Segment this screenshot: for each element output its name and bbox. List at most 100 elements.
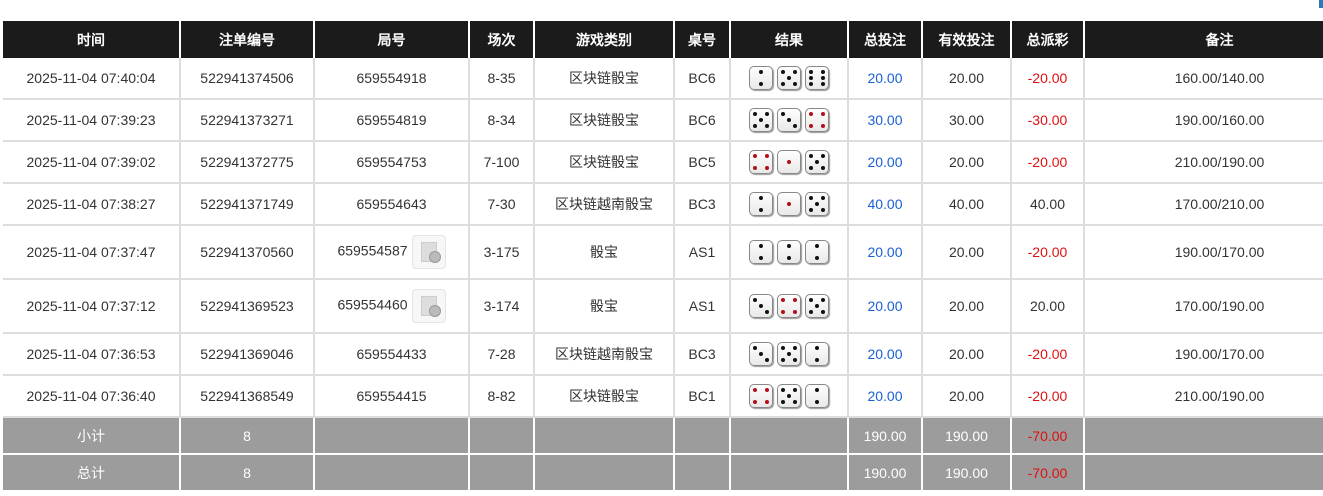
summary-valid-bet: 190.00: [922, 454, 1012, 492]
summary-total-bet: 190.00: [848, 417, 923, 455]
round-number: 659554753: [356, 154, 427, 170]
time-cell: 2025-11-04 07:40:04: [3, 58, 181, 100]
total-bet-cell: 20.00: [848, 333, 923, 376]
table-cell: BC6: [674, 58, 731, 100]
time-cell: 2025-11-04 07:38:27: [3, 183, 181, 226]
table-row: 2025-11-04 07:37:12 522941369523 659554460…: [3, 279, 1323, 334]
dice-4-icon: [749, 150, 773, 174]
video-replay-icon[interactable]: [411, 289, 446, 323]
empty-cell: [534, 417, 675, 455]
dice-5-icon: [805, 192, 829, 216]
total-bet-cell: 20.00: [848, 58, 923, 100]
result-cell: [730, 333, 849, 376]
valid-bet-cell: 20.00: [922, 333, 1012, 376]
time-cell: 2025-11-04 07:39:23: [3, 99, 181, 142]
dice-4-icon: [749, 384, 773, 408]
table-row: 2025-11-04 07:39:02 522941372775 659554753…: [3, 141, 1323, 184]
total-bet-cell: 20.00: [848, 225, 923, 280]
game-type-cell: 区块链骰宝: [534, 141, 675, 184]
game-no-cell: 7-28: [469, 333, 535, 376]
empty-cell: [1084, 417, 1323, 455]
dice-5-icon: [777, 342, 801, 366]
payout-cell: -20.00: [1011, 375, 1085, 418]
game-no-cell: 7-100: [469, 141, 535, 184]
empty-cell: [314, 417, 470, 455]
dice-4-icon: [805, 108, 829, 132]
game-no-cell: 8-82: [469, 375, 535, 418]
valid-bet-cell: 20.00: [922, 375, 1012, 418]
payout-cell: -20.00: [1011, 225, 1085, 280]
dice-1-icon: [777, 192, 801, 216]
dice-3-icon: [749, 342, 773, 366]
summary-row: 总计 8 190.00 190.00 -70.00: [3, 454, 1323, 492]
dice-2-icon: [805, 342, 829, 366]
time-cell: 2025-11-04 07:36:53: [3, 333, 181, 376]
result-cell: [730, 225, 849, 280]
note-cell: 190.00/160.00: [1084, 99, 1323, 142]
dice-3-icon: [749, 294, 773, 318]
video-replay-icon[interactable]: [411, 235, 446, 269]
total-bet-cell: 20.00: [848, 279, 923, 334]
bet-id-cell: 522941368549: [180, 375, 315, 418]
summary-payout: -70.00: [1011, 454, 1085, 492]
round-number: 659554415: [356, 388, 427, 404]
game-type-cell: 区块链越南骰宝: [534, 333, 675, 376]
valid-bet-cell: 30.00: [922, 99, 1012, 142]
total-bet-cell: 20.00: [848, 141, 923, 184]
game-no-cell: 3-175: [469, 225, 535, 280]
valid-bet-cell: 20.00: [922, 141, 1012, 184]
column-header: 总派彩: [1011, 21, 1085, 58]
column-header: 有效投注: [922, 21, 1012, 58]
dice-3-icon: [777, 108, 801, 132]
table-row: 2025-11-04 07:38:27 522941371749 659554643…: [3, 183, 1323, 226]
result-cell: [730, 183, 849, 226]
table-row: 2025-11-04 07:36:53 522941369046 659554433…: [3, 333, 1323, 376]
bet-id-cell: 522941372775: [180, 141, 315, 184]
time-cell: 2025-11-04 07:36:40: [3, 375, 181, 418]
game-type-cell: 骰宝: [534, 225, 675, 280]
summary-row: 小计 8 190.00 190.00 -70.00: [3, 417, 1323, 455]
column-header: 备注: [1084, 21, 1323, 58]
summary-valid-bet: 190.00: [922, 417, 1012, 455]
round-cell: 659554918: [314, 58, 470, 100]
column-header: 游戏类别: [534, 21, 675, 58]
valid-bet-cell: 20.00: [922, 279, 1012, 334]
table-cell: AS1: [674, 225, 731, 280]
game-type-cell: 区块链骰宝: [534, 375, 675, 418]
payout-cell: -20.00: [1011, 58, 1085, 100]
dice-4-icon: [777, 294, 801, 318]
dice-5-icon: [805, 294, 829, 318]
game-no-cell: 8-35: [469, 58, 535, 100]
round-cell: 659554415: [314, 375, 470, 418]
summary-label: 总计: [3, 454, 181, 492]
dice-6-icon: [805, 66, 829, 90]
dice-5-icon: [777, 66, 801, 90]
column-header: 桌号: [674, 21, 731, 58]
round-number: 659554918: [356, 70, 427, 86]
table-row: 2025-11-04 07:36:40 522941368549 659554415…: [3, 375, 1323, 418]
round-cell: 659554460: [314, 279, 470, 334]
payout-cell: -20.00: [1011, 141, 1085, 184]
game-type-cell: 区块链骰宝: [534, 99, 675, 142]
empty-cell: [1084, 454, 1323, 492]
game-type-cell: 区块链越南骰宝: [534, 183, 675, 226]
valid-bet-cell: 20.00: [922, 58, 1012, 100]
bet-id-cell: 522941369523: [180, 279, 315, 334]
round-cell: 659554433: [314, 333, 470, 376]
note-cell: 210.00/190.00: [1084, 141, 1323, 184]
empty-cell: [730, 417, 849, 455]
bet-id-cell: 522941371749: [180, 183, 315, 226]
payout-cell: 20.00: [1011, 279, 1085, 334]
summary-total-bet: 190.00: [848, 454, 923, 492]
payout-cell: 40.00: [1011, 183, 1085, 226]
empty-cell: [469, 454, 535, 492]
table-row: 2025-11-04 07:37:47 522941370560 659554587…: [3, 225, 1323, 280]
payout-cell: -20.00: [1011, 333, 1085, 376]
empty-cell: [469, 417, 535, 455]
column-header: 结果: [730, 21, 849, 58]
game-no-cell: 3-174: [469, 279, 535, 334]
result-cell: [730, 58, 849, 100]
column-header: 注单编号: [180, 21, 315, 58]
round-number: 659554587: [337, 242, 408, 259]
game-no-cell: 8-34: [469, 99, 535, 142]
